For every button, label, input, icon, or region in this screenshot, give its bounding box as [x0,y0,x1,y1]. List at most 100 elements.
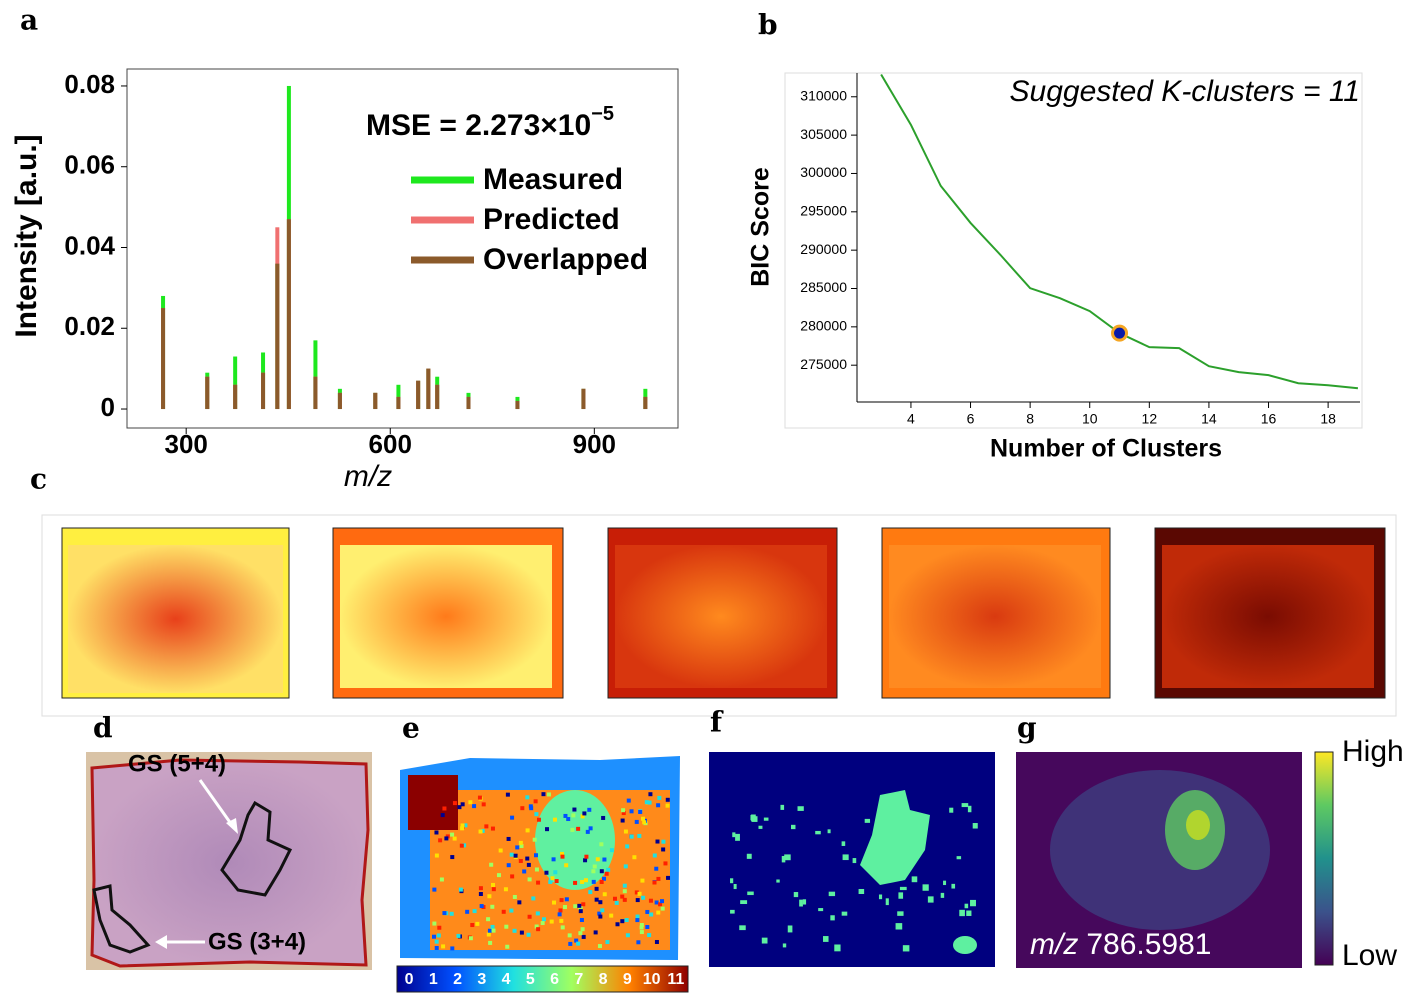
texture-dot [663,861,668,866]
texture-dot [434,939,439,944]
x-tick-label: 8 [1026,411,1034,427]
texture-dot [637,833,642,838]
texture-dot [432,934,437,939]
texture-dot [518,840,523,845]
texture-dot [487,894,492,899]
texture-dot [642,820,647,825]
texture-dot [885,898,889,906]
texture-dot [640,878,645,883]
texture-dot [956,856,962,860]
panel-label: e [402,712,420,745]
texture-dot [578,906,583,911]
plot-frame [126,68,679,429]
texture-dot [541,792,546,797]
colorbar [396,965,689,993]
texture-dot [512,928,517,933]
texture-dot [519,930,524,935]
texture-dot [636,940,641,945]
texture-dot [512,894,517,899]
texture-dot [637,891,642,896]
texture-dot [506,863,511,868]
texture-dot [601,815,606,820]
tissue [889,545,1101,688]
texture-dot [460,826,465,831]
peak [426,368,431,410]
legend-label: Measured [483,163,623,196]
cluster-texture [730,803,978,952]
texture-dot [735,833,740,841]
texture-dot [579,917,584,922]
texture-dot [457,805,462,810]
texture-dot [564,897,569,902]
texture-dot [449,911,454,916]
texture-dot [462,843,467,848]
cluster-texture [432,792,671,951]
texture-dot [432,921,437,926]
texture-dot [661,847,666,852]
texture-dot [527,914,532,919]
texture-dot [528,804,533,809]
texture-dot [594,886,599,891]
texture-dot [440,813,445,818]
x-tick-label: 300 [164,429,207,459]
texture-dot [503,887,508,892]
colorbar-tick-label: 1 [429,971,438,988]
colorbar-tick-label: 0 [405,971,414,988]
texture-dot [614,900,619,905]
texture-dot [491,887,496,892]
texture-dot [927,896,934,903]
colorbar-label: Low [1342,939,1397,972]
texture-dot [625,844,630,849]
annotation: GS (5+4) [128,750,226,777]
texture-dot [943,880,947,886]
texture-dot [864,818,871,823]
texture-dot [472,909,477,914]
texture-dot [475,921,480,926]
texture-dot [526,862,531,867]
x-tick-label: 6 [967,411,975,427]
texture-dot [519,843,524,848]
texture-dot [609,913,614,918]
arrow-head [226,818,238,834]
texture-dot [517,900,522,905]
texture-dot [434,853,439,858]
x-tick-label: 10 [1082,411,1098,427]
texture-dot [444,836,449,841]
texture-dot [441,944,446,949]
texture-dot [733,883,737,890]
texture-dot [548,879,553,884]
texture-dot [533,799,538,804]
texture-dot [626,798,631,803]
texture-dot [639,923,644,928]
texture-dot [583,858,588,863]
texture-dot [559,898,564,903]
panel-label: g [1017,712,1037,745]
texture-dot [540,921,545,926]
annotation-base: MSE = 2.273×10 [366,109,591,142]
texture-dot [597,944,602,949]
texture-dot [584,854,589,859]
texture-dot [544,870,549,875]
peak [313,376,318,410]
texture-dot [964,903,969,909]
y-tick-label: 0.06 [64,150,115,180]
cluster-region [535,790,615,890]
texture-dot [961,803,969,808]
texture-dot [623,864,628,869]
texture-dot [563,813,568,818]
texture-dot [880,805,888,811]
texture-dot [758,825,763,829]
annotation: GS (3+4) [208,928,306,955]
texture-dot [602,892,607,897]
texture-dot [877,826,885,833]
texture-dot [842,854,849,861]
texture-dot [509,852,514,857]
texture-dot [558,908,563,913]
texture-dot [648,898,653,903]
texture-dot [797,806,804,811]
texture-dot [599,842,604,847]
texture-dot [581,934,586,939]
colorbar-tick-label: 9 [623,971,632,988]
texture-dot [634,819,639,824]
